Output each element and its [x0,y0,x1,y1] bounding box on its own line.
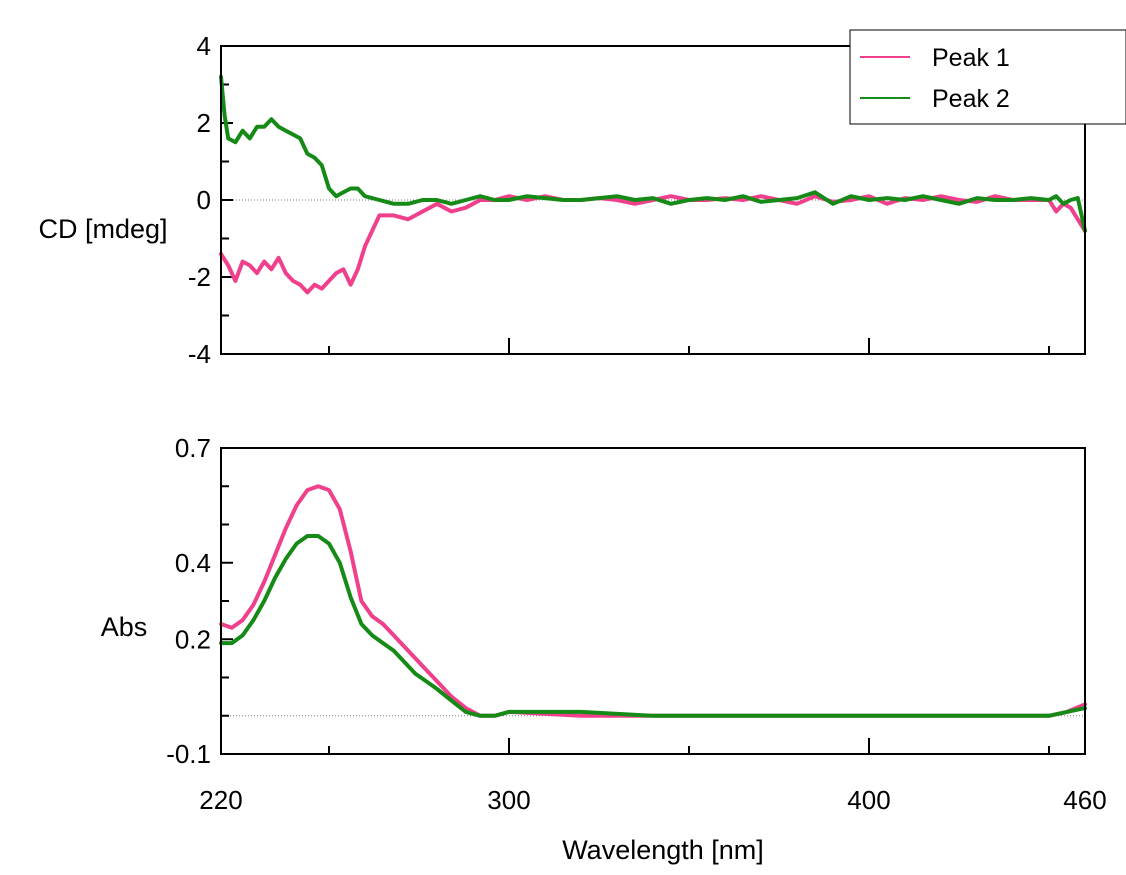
legend-label-peak-2: Peak 2 [932,85,1010,113]
legend-label-peak-1: Peak 1 [932,44,1010,72]
abs-x-tick-label-300: 300 [487,785,530,815]
cd-y-tick-label--2: -2 [188,262,211,292]
abs-x-tick-label-460: 460 [1063,785,1106,815]
abs-plot-frame [220,447,1086,755]
cd-series-peak-2 [219,74,1087,233]
cd-plot-frame [220,45,1086,355]
cd-y-tick-label--4: -4 [188,339,211,369]
cd-y-tick-label-2: 2 [197,108,211,138]
cd-y-tick-label-0: 0 [197,185,211,215]
cd-panel: 4 2 0 -2 -4 CD [mdeg] [38,31,1087,369]
abs-y-tick-label--0p1: -0.1 [166,739,211,769]
abs-y-tick-label-0p4: 0.4 [175,548,211,578]
cd-y-tick-label-4: 4 [197,31,211,61]
abs-x-tick-label-400: 400 [847,785,890,815]
legend-box [849,29,1126,125]
abs-y-tick-label-0p7: 0.7 [175,433,211,463]
abs-x-axis-title: Wavelength [nm] [562,835,764,865]
cd-series-peak-1 [219,194,1087,295]
abs-y-tick-label-0p2: 0.2 [175,624,211,654]
abs-y-axis-title: Abs [101,612,148,642]
cd-y-axis-title: CD [mdeg] [38,214,167,244]
legend: Peak 1 Peak 2 [849,29,1126,125]
abs-panel: 0.7 0.4 0.2 -0.1 220 300 400 460 Abs Wavelength [… [101,433,1107,865]
abs-x-tick-label-220: 220 [199,785,242,815]
abs-series-peak-2 [219,534,1087,718]
